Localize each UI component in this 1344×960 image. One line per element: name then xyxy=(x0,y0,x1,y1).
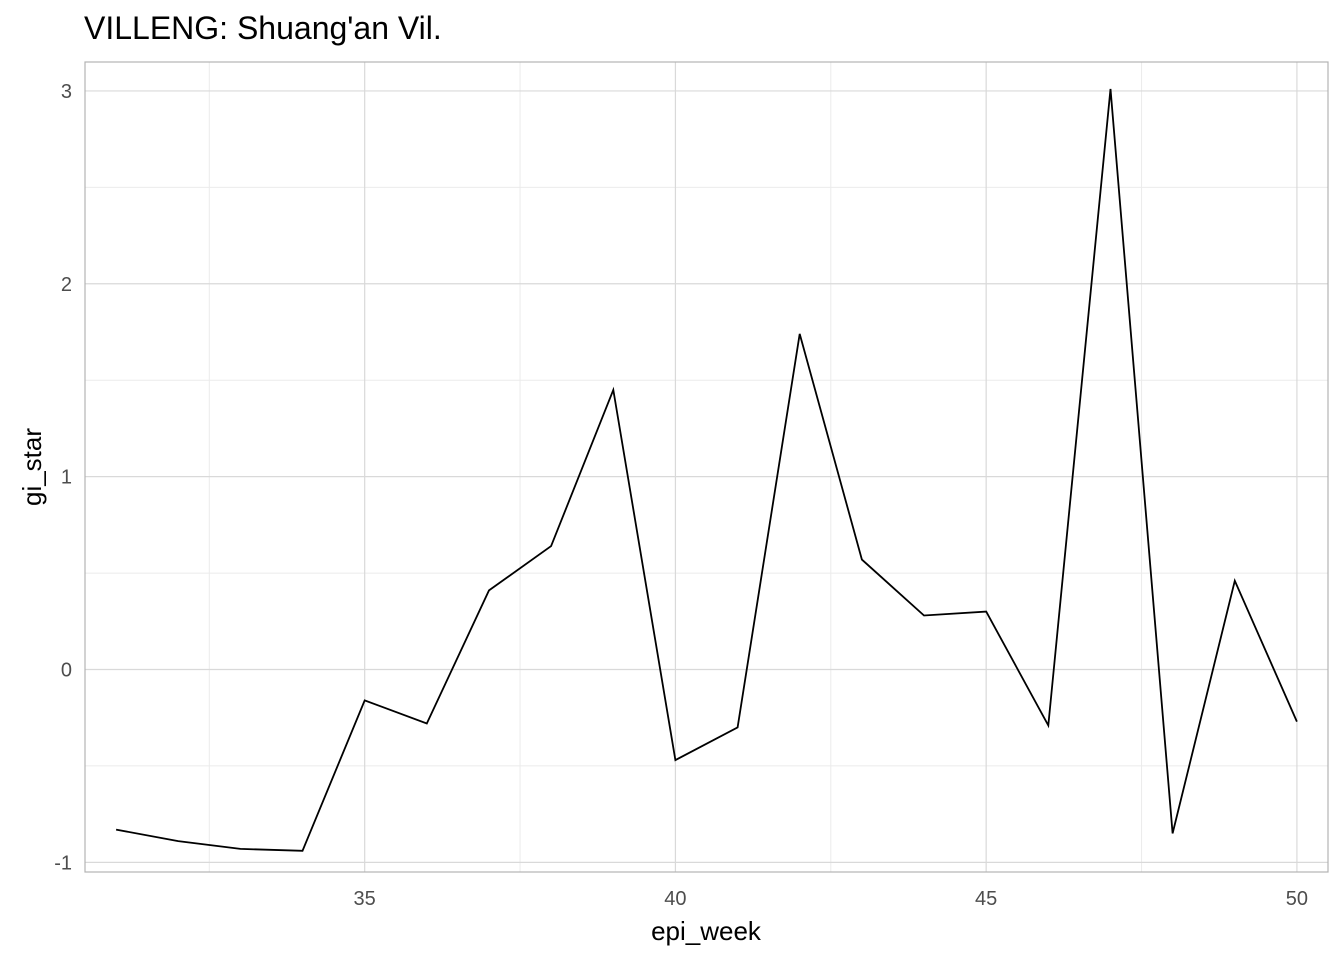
series-line xyxy=(115,88,1298,852)
x-tick-label: 50 xyxy=(1286,888,1308,910)
chart-title: VILLENG: Shuang'an Vil. xyxy=(84,10,442,46)
x-tick-label: 40 xyxy=(664,888,686,910)
minor-grid xyxy=(85,62,1328,872)
y-tick-label: 1 xyxy=(61,467,72,489)
y-axis-ticks: -1 0 1 2 3 xyxy=(54,81,72,874)
series-layer xyxy=(115,88,1298,852)
y-tick-label: 0 xyxy=(61,660,72,682)
panel-border xyxy=(84,61,1329,873)
x-axis-title: epi_week xyxy=(651,916,762,946)
x-tick-label: 35 xyxy=(354,888,376,910)
y-axis-title: gi_star xyxy=(17,428,47,506)
x-axis-ticks: 35 40 45 50 xyxy=(354,888,1309,910)
y-tick-label: -1 xyxy=(54,852,72,874)
major-grid xyxy=(85,62,1328,872)
x-tick-label: 45 xyxy=(975,888,997,910)
y-tick-label: 2 xyxy=(61,274,72,296)
y-tick-label: 3 xyxy=(61,81,72,103)
